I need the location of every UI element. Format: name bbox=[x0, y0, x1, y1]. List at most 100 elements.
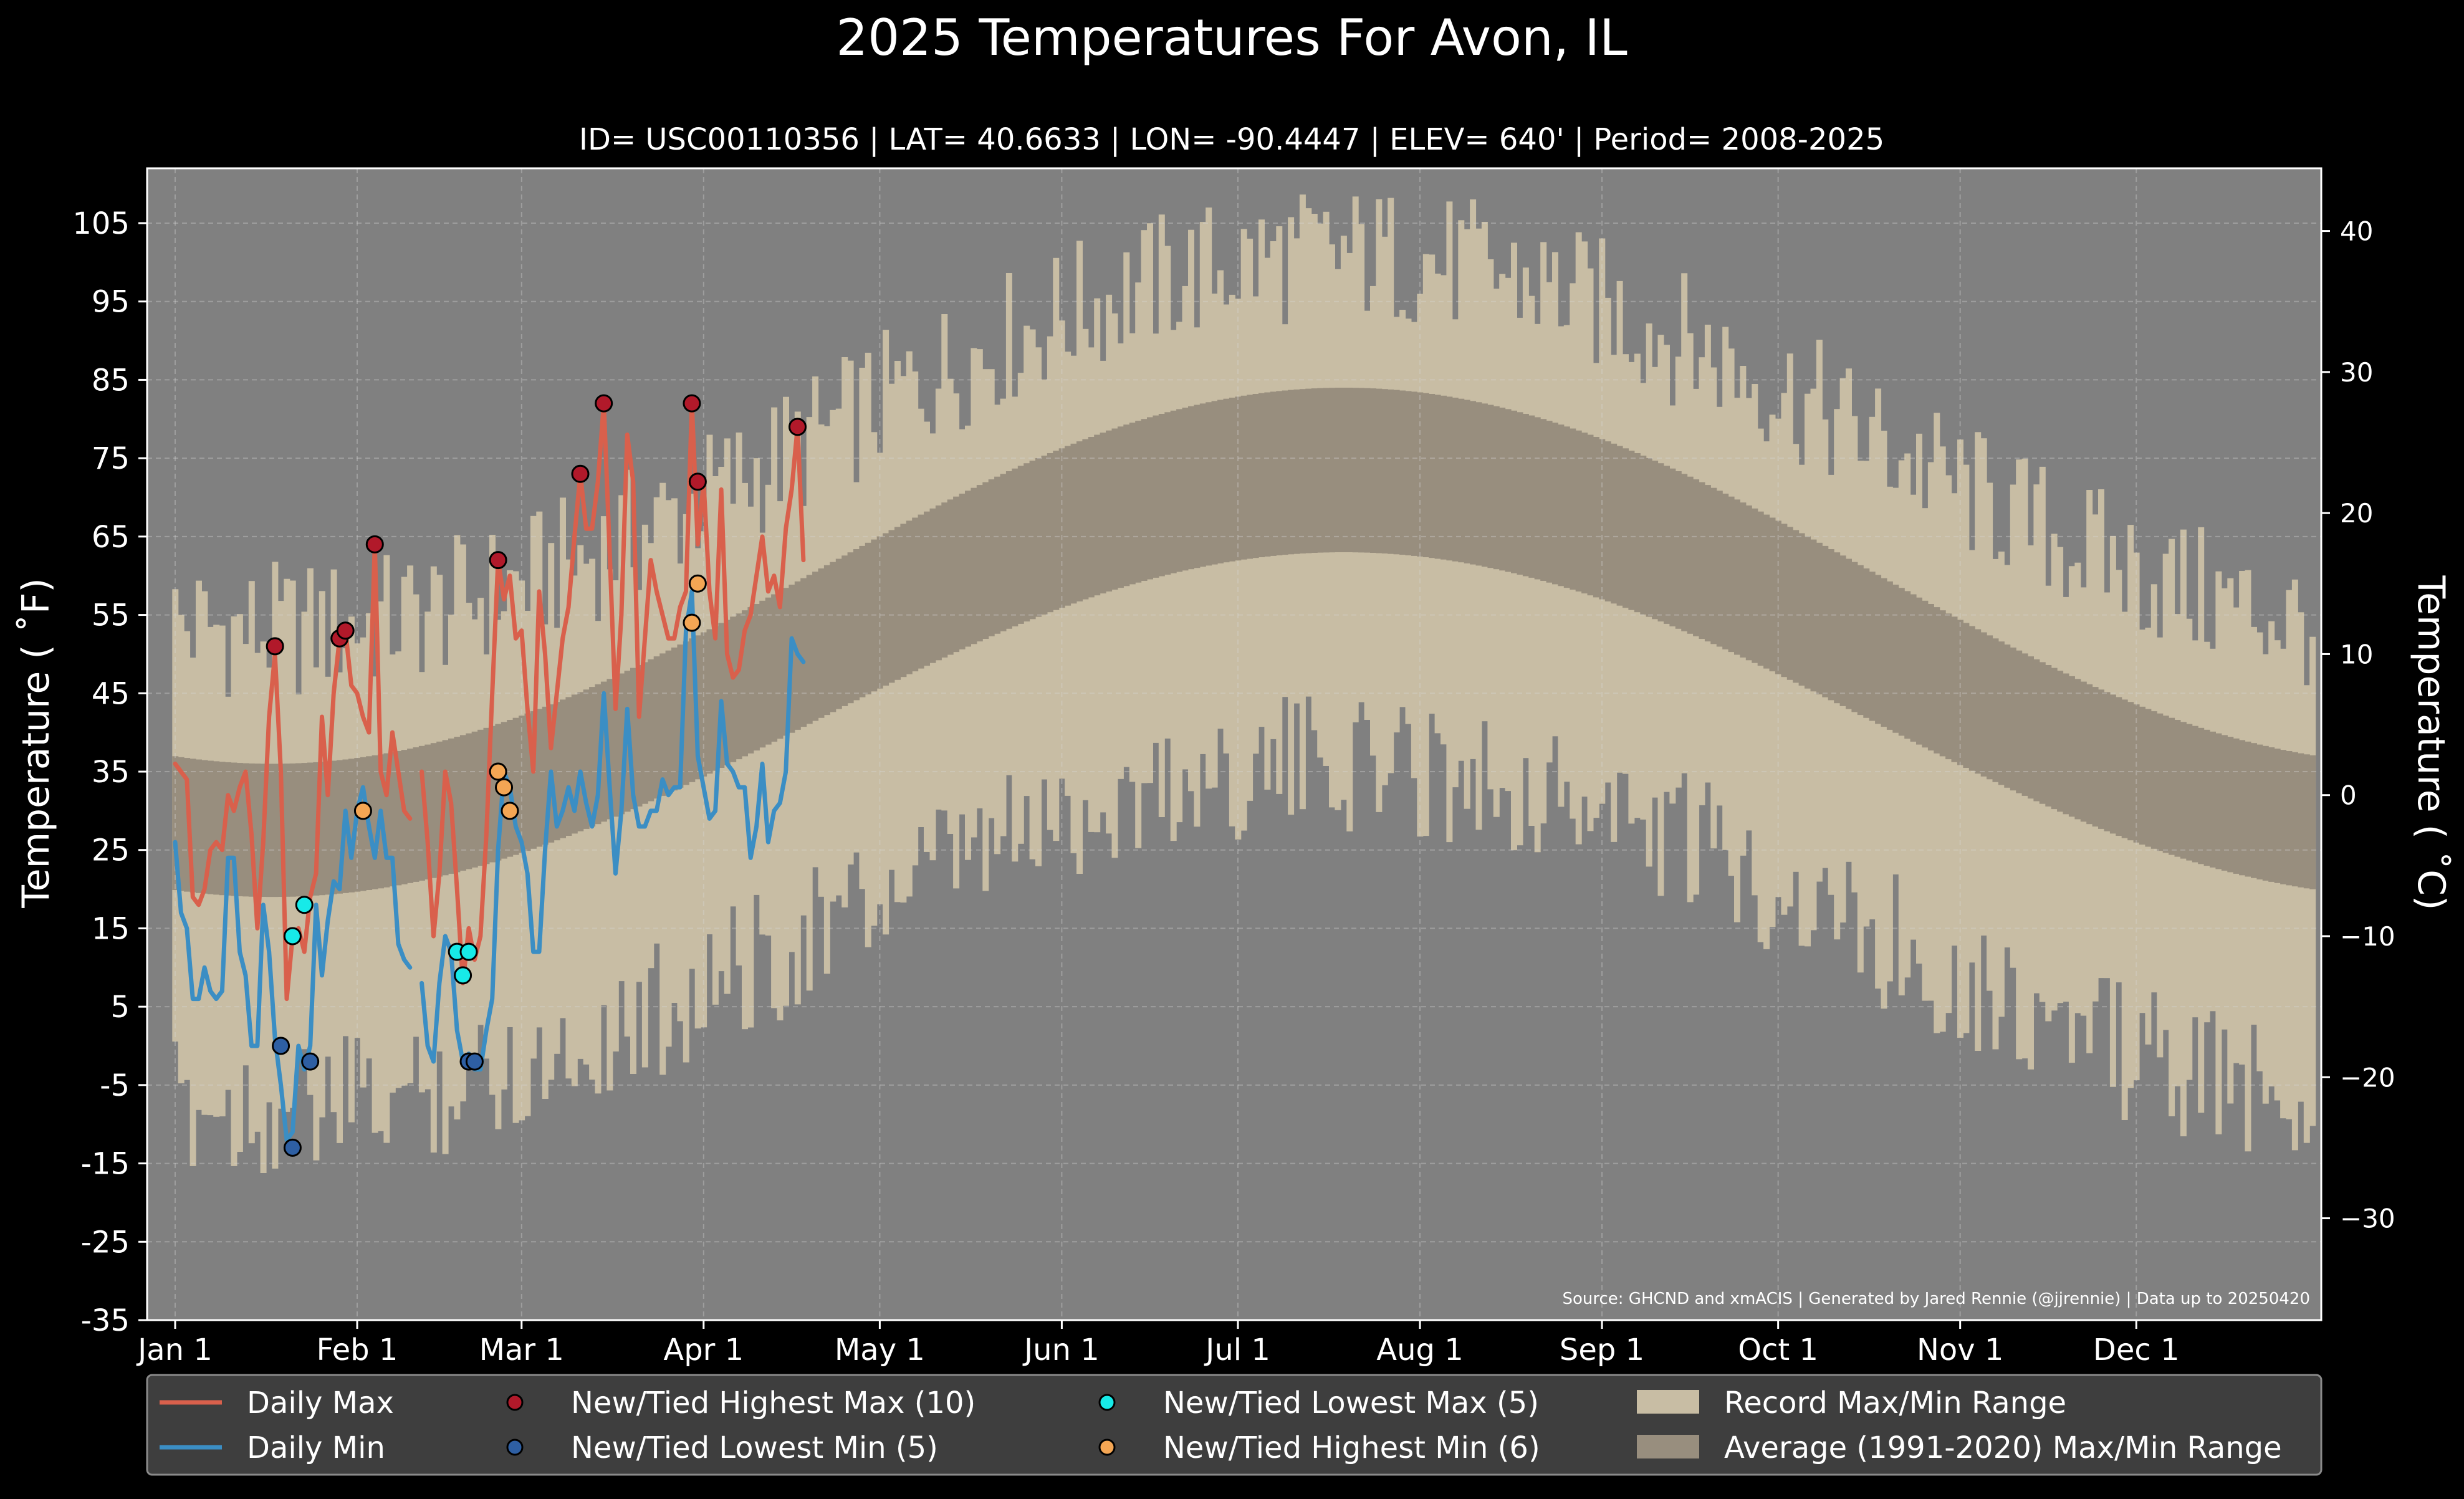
normal-range-bar bbox=[289, 763, 296, 897]
normal-range-bar bbox=[853, 549, 860, 701]
normal-range-bar bbox=[1846, 558, 1852, 709]
normal-range-bar bbox=[1211, 401, 1218, 565]
x-tick-label: May 1 bbox=[835, 1333, 925, 1367]
normal-range-bar bbox=[1182, 408, 1189, 571]
normal-range-bar bbox=[2180, 722, 2187, 859]
normal-range-bar bbox=[1570, 428, 1576, 590]
normal-range-bar bbox=[1793, 530, 1800, 683]
normal-range-bar bbox=[1076, 441, 1083, 601]
normal-range-bar bbox=[2251, 743, 2257, 878]
plot-frame bbox=[146, 167, 2323, 1321]
normal-range-bar bbox=[2033, 659, 2040, 802]
normal-range-bar bbox=[459, 735, 466, 871]
normal-range-bar bbox=[1581, 433, 1588, 594]
normal-range-bar bbox=[295, 763, 302, 897]
normal-range-bar bbox=[1311, 388, 1318, 553]
legend-swatch-dot bbox=[1098, 1439, 1116, 1456]
normal-range-bar bbox=[953, 496, 960, 653]
x-tick-label: Jan 1 bbox=[136, 1333, 213, 1367]
normal-range-bar bbox=[1446, 396, 1453, 561]
record-range-bar bbox=[1517, 317, 1523, 846]
legend-label: Average (1991-2020) Max/Min Range bbox=[1724, 1430, 2282, 1465]
normal-range-bar bbox=[2233, 738, 2240, 874]
record-range-bar bbox=[1798, 464, 1805, 946]
normal-range-bar bbox=[1240, 395, 1247, 560]
normal-range-bar bbox=[1206, 402, 1212, 566]
y-tick-label: 25 bbox=[92, 833, 130, 868]
normal-range-bar bbox=[1364, 388, 1371, 553]
normal-range-bar bbox=[530, 711, 537, 849]
normal-range-bar bbox=[1822, 545, 1829, 697]
record-range-bar bbox=[630, 567, 636, 1074]
record-marker bbox=[571, 464, 590, 483]
normal-range-bar bbox=[1740, 502, 1747, 658]
normal-range-bar bbox=[1141, 419, 1148, 581]
y-tick-label: 85 bbox=[92, 363, 130, 398]
normal-range-bar bbox=[1135, 421, 1142, 583]
record-range-bar bbox=[606, 569, 613, 1091]
normal-range-bar bbox=[1687, 476, 1694, 634]
y2-tick-label: 0 bbox=[2340, 780, 2357, 811]
normal-range-bar bbox=[606, 679, 613, 820]
normal-range-bar bbox=[524, 713, 531, 851]
y-tick-label: 45 bbox=[92, 676, 130, 711]
normal-range-bar bbox=[2127, 702, 2134, 841]
normal-range-bar bbox=[1763, 514, 1770, 669]
normal-range-bar bbox=[1540, 419, 1547, 581]
y-axis-left: 105 95 85 75 65 55 45 35 25 15 5 -5 -15 -25 -35 bbox=[72, 206, 147, 1338]
normal-range-bar bbox=[1223, 398, 1230, 563]
y-tick-label: 65 bbox=[92, 520, 130, 555]
normal-range-bar bbox=[653, 656, 660, 799]
normal-range-bar bbox=[2286, 751, 2293, 886]
normal-range-bar bbox=[189, 759, 196, 893]
normal-range-bar bbox=[847, 552, 854, 704]
normal-range-bar bbox=[1640, 456, 1647, 615]
normal-range-bar bbox=[2039, 662, 2046, 804]
y2-tick-label: 40 bbox=[2340, 216, 2373, 247]
normal-range-bar bbox=[783, 588, 789, 736]
normal-range-bar bbox=[1188, 406, 1194, 570]
normal-range-bar bbox=[1346, 388, 1353, 552]
normal-range-bar bbox=[1734, 499, 1740, 655]
record-range-bar bbox=[1012, 396, 1019, 862]
normal-range-bar bbox=[2157, 713, 2164, 851]
normal-range-bar bbox=[1100, 433, 1106, 594]
normal-range-bar bbox=[2116, 697, 2122, 836]
normal-range-bar bbox=[1563, 426, 1570, 588]
record-range-bar bbox=[1693, 388, 1700, 895]
normal-range-bar bbox=[689, 638, 696, 782]
x-tick-label: Jul 1 bbox=[1204, 1333, 1270, 1367]
normal-range-bar bbox=[1299, 389, 1306, 553]
normal-range-bar bbox=[196, 759, 202, 893]
normal-range-bar bbox=[1851, 562, 1858, 712]
normal-range-bar bbox=[648, 659, 654, 802]
record-range-bar bbox=[2303, 685, 2310, 1143]
normal-range-bar bbox=[665, 650, 672, 793]
normal-range-bar bbox=[2051, 668, 2058, 810]
normal-range-bar bbox=[1017, 466, 1024, 624]
normal-range-bar bbox=[1340, 388, 1347, 552]
y-tick-label: -15 bbox=[81, 1147, 130, 1182]
normal-range-bar bbox=[1816, 542, 1823, 695]
series-lines bbox=[173, 401, 806, 1142]
record-range-bar bbox=[337, 672, 343, 1143]
normal-range-bar bbox=[454, 737, 461, 873]
y-axis-label-right: Temperature ( ˚C) bbox=[2409, 575, 2453, 911]
normal-range-bar bbox=[1123, 424, 1130, 587]
normal-range-bar bbox=[225, 762, 232, 896]
normal-range-bar bbox=[1305, 388, 1312, 553]
normal-range-bar bbox=[2210, 731, 2216, 868]
normal-range-bar bbox=[1464, 400, 1470, 563]
normal-range-bar bbox=[959, 494, 966, 649]
normal-range-bar bbox=[1599, 439, 1606, 600]
normal-range-bar bbox=[1270, 391, 1277, 556]
normal-range-bar bbox=[395, 751, 402, 886]
normal-range-bar bbox=[1217, 400, 1224, 563]
record-range-bar bbox=[1417, 294, 1424, 837]
normal-range-bar bbox=[1106, 430, 1113, 591]
y2-tick-label: −30 bbox=[2340, 1204, 2395, 1234]
normal-range-bar bbox=[1980, 632, 1987, 777]
normal-range-bar bbox=[436, 741, 443, 877]
record-marker bbox=[683, 613, 701, 632]
